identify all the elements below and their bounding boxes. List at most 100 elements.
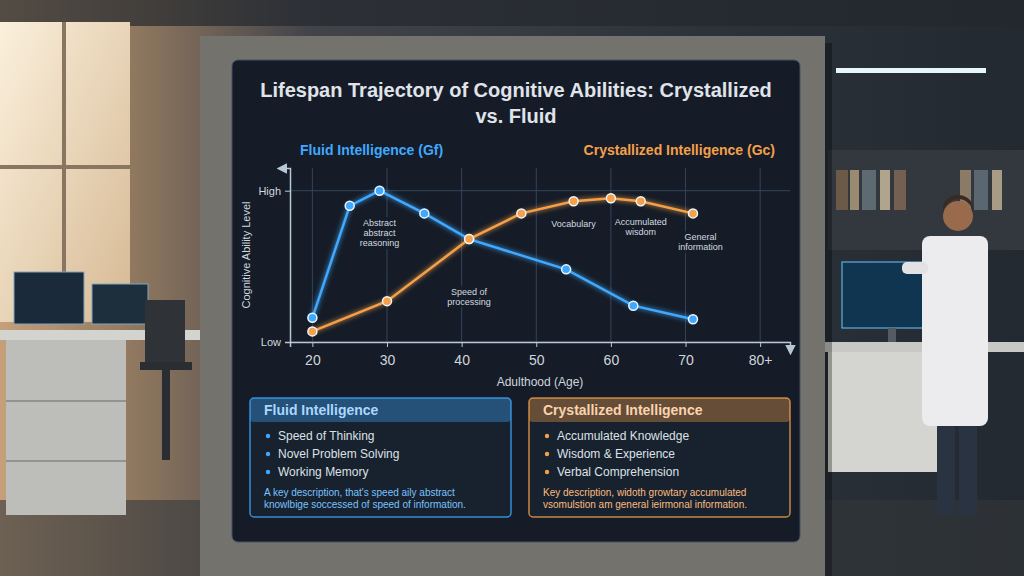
text-line: Lifespan Trajectory of Cognitive Abiliti… — [260, 79, 772, 101]
x-tick: 60 — [604, 342, 620, 368]
annotation-patch — [613, 216, 669, 238]
info-box-description: Key description, widoth growtary accumul… — [543, 487, 747, 510]
bullet — [545, 470, 549, 474]
chair — [140, 362, 192, 370]
point — [517, 209, 526, 218]
annotation-patch — [549, 218, 598, 230]
x-tick-mark — [760, 342, 761, 347]
x-tick-mark — [611, 342, 612, 347]
monitor — [14, 272, 84, 324]
info-box: Fluid IntelligenceSpeed of ThinkingNovel… — [250, 398, 511, 517]
text-line: processing — [447, 297, 491, 307]
plot-area — [308, 186, 698, 336]
book — [880, 170, 890, 210]
shelf — [828, 150, 1024, 250]
ceiling-light — [836, 68, 986, 73]
person-head — [943, 201, 973, 231]
cabinet — [828, 352, 938, 472]
background — [0, 0, 1024, 576]
screen — [232, 60, 800, 542]
x-tick-label: 60 — [604, 352, 620, 368]
person-coat — [922, 236, 988, 426]
info-box-title: Fluid Intelligence — [264, 402, 379, 418]
info-box-header — [529, 398, 790, 422]
annotation: Accumulatedwisdom — [613, 216, 669, 238]
chair — [162, 370, 170, 460]
x-tick-mark — [686, 342, 687, 347]
point — [636, 197, 645, 206]
text-line: wisdom — [624, 227, 656, 237]
annotation: Abstractabstractreasoning — [358, 217, 402, 249]
grid-line-x — [461, 168, 462, 342]
bullet — [266, 452, 270, 456]
ceiling — [0, 0, 1024, 26]
x-tick-mark — [462, 342, 463, 347]
x-axis: 20304050607080+ — [291, 342, 791, 368]
annotation: Generalinformation — [676, 231, 725, 253]
person-hair — [943, 195, 973, 214]
board — [200, 36, 825, 576]
x-tick-mark — [312, 342, 313, 347]
point — [308, 327, 317, 336]
info-box-item: Working Memory — [278, 465, 368, 479]
point — [345, 201, 354, 210]
person-leg — [959, 420, 977, 515]
point — [383, 297, 392, 306]
x-axis-line — [291, 343, 791, 348]
x-tick: 40 — [454, 342, 470, 368]
annotation-text: Generalinformation — [678, 232, 723, 252]
x-tick-label: 30 — [380, 352, 396, 368]
drawer-line — [6, 460, 126, 462]
info-box-item: Verbal Comprehension — [557, 465, 679, 479]
text-line: abstract — [364, 228, 397, 238]
monitor-stand — [888, 328, 896, 342]
point — [465, 235, 474, 244]
x-tick-label: 80+ — [749, 352, 773, 368]
y-tick-label: Low — [261, 336, 281, 348]
annotation-patch — [358, 217, 402, 249]
text-line: A key description, that's speed aily abs… — [264, 487, 455, 498]
annotation-text: Abstractabstractreasoning — [360, 218, 400, 248]
text-line: reasoning — [360, 238, 400, 248]
grid-line-y — [290, 190, 790, 191]
text-line: Key description, widoth growtary accumul… — [543, 487, 746, 498]
bullet — [545, 434, 549, 438]
monitor — [92, 284, 148, 324]
annotation-text: Accumulatedwisdom — [615, 217, 667, 237]
grid-line-x — [536, 168, 537, 342]
person-leg — [937, 420, 955, 515]
x-tick-mark — [387, 342, 388, 347]
x-tick-label: 70 — [678, 352, 694, 368]
book — [992, 170, 1002, 210]
drawer-line — [6, 400, 126, 402]
bullet — [545, 452, 549, 456]
legend-entry: Fluid Intelligence (Gf) — [300, 142, 443, 158]
book — [836, 170, 848, 210]
legend-entry: Crystallized Intelligence (Gc) — [584, 142, 775, 158]
annotation: Vocabulary — [549, 218, 598, 230]
series-line — [312, 198, 693, 331]
info-box-frame — [529, 398, 790, 517]
text-line: vsomulstion am general ieirmonal informa… — [543, 499, 747, 510]
text-line: knowlbige soccessed of speed of informat… — [264, 499, 466, 510]
x-tick: 20 — [305, 342, 321, 368]
legend: Fluid Intelligence (Gf) Crystallized Inte… — [300, 142, 775, 158]
grid-line-x — [760, 168, 761, 342]
x-tick-label: 20 — [305, 352, 321, 368]
series-line — [312, 191, 693, 320]
point — [308, 313, 317, 322]
text-line: information — [678, 242, 723, 252]
y-tick-mark — [285, 342, 290, 343]
cabinet — [6, 340, 126, 515]
window-frame — [0, 165, 130, 169]
info-box: Crystallized IntelligenceAccumulated Kno… — [529, 398, 790, 517]
info-boxes: Fluid IntelligenceSpeed of ThinkingNovel… — [250, 398, 790, 517]
info-box-frame — [250, 398, 511, 517]
x-tick-mark — [536, 342, 537, 347]
point — [569, 197, 578, 206]
bullet — [266, 434, 270, 438]
y-tick: High — [258, 185, 290, 197]
annotation-patch — [445, 286, 493, 308]
book — [974, 170, 988, 210]
info-box-item: Accumulated Knowledge — [557, 429, 689, 443]
